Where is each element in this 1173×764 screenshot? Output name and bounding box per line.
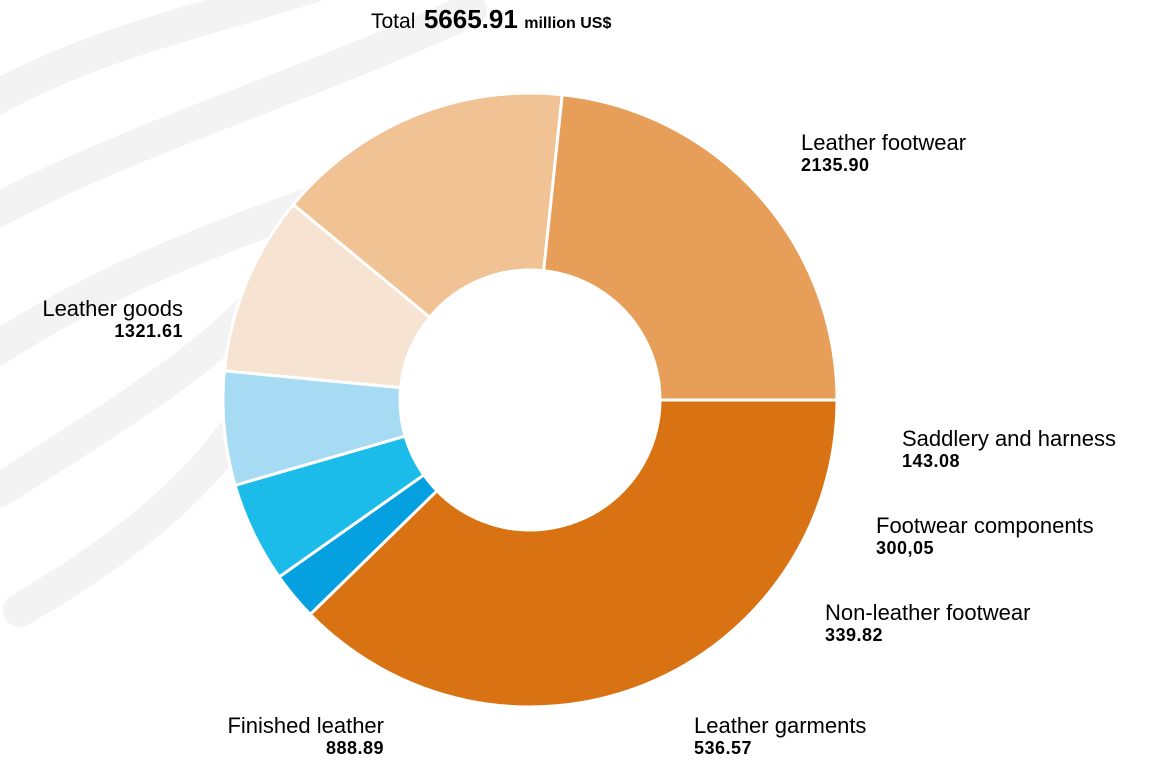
slice-leather-goods xyxy=(544,95,837,400)
slice-label-name: Finished leather xyxy=(227,713,384,738)
slice-label-name: Saddlery and harness xyxy=(902,426,1116,451)
label-leather-goods: Leather goods 1321.61 xyxy=(42,296,183,341)
slice-label-value: 888.89 xyxy=(227,738,384,758)
slice-label-name: Leather garments xyxy=(694,713,866,738)
label-leather-footwear: Leather footwear 2135.90 xyxy=(801,130,966,175)
slice-label-name: Leather footwear xyxy=(801,130,966,155)
label-finished-leather: Finished leather 888.89 xyxy=(227,713,384,758)
slice-label-name: Non-leather footwear xyxy=(825,600,1030,625)
slice-label-value: 1321.61 xyxy=(42,321,183,341)
slice-label-name: Footwear components xyxy=(876,513,1094,538)
label-non-leather-footwear: Non-leather footwear 339.82 xyxy=(825,600,1030,645)
slice-label-value: 339.82 xyxy=(825,625,1030,645)
slice-label-value: 2135.90 xyxy=(801,155,966,175)
label-footwear-components: Footwear components 300,05 xyxy=(876,513,1094,558)
label-leather-garments: Leather garments 536.57 xyxy=(694,713,866,758)
slice-label-name: Leather goods xyxy=(42,296,183,321)
slice-label-value: 300,05 xyxy=(876,538,1094,558)
label-saddlery-and-harness: Saddlery and harness 143.08 xyxy=(902,426,1116,471)
slice-label-value: 143.08 xyxy=(902,451,1116,471)
slice-label-value: 536.57 xyxy=(694,738,866,758)
